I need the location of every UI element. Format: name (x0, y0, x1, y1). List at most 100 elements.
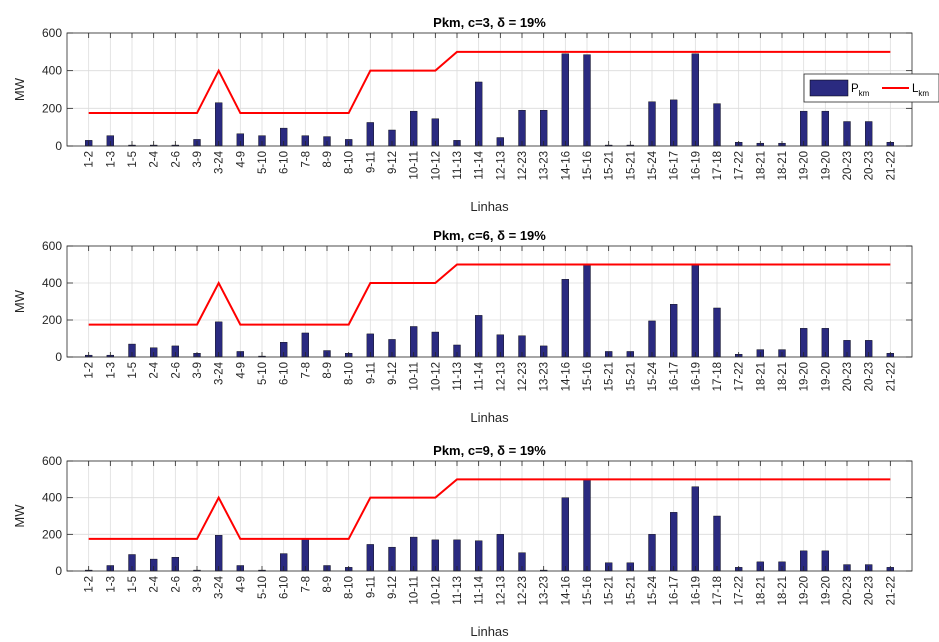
x-tick-label: 8-9 (322, 362, 334, 379)
axes-box (66, 460, 913, 572)
x-tick-label: 12-13 (495, 151, 507, 180)
x-tick-label: 11-14 (474, 575, 486, 604)
x-tick-label: 4-9 (235, 151, 247, 168)
panels: 0 200 400 600 1-2 1-3 1-5 2-4 2-6 3-9 3-24 4-9 5-10 6… (12, 15, 939, 639)
x-tick-label: 2-4 (149, 575, 161, 592)
x-tick-label: 9-11 (365, 151, 377, 173)
bar (214, 102, 223, 147)
x-tick-label: 10-11 (409, 151, 421, 180)
plot-area (67, 246, 912, 357)
x-tick-label: 16-17 (669, 151, 681, 180)
x-tick-label: 18-21 (777, 576, 789, 605)
x-tick-label: 4-9 (235, 362, 247, 379)
legend-bar-label-main: P (851, 83, 859, 95)
y-axis-label: MW (12, 504, 27, 528)
x-tick-label: 9-12 (387, 362, 399, 385)
y-axis-label: MW (12, 77, 27, 101)
bar (691, 486, 699, 572)
chart-panel-2: 0 200 400 600 1-2 1-3 1-5 2-4 2-6 3-9 3-24 4-9 5-10 6… (12, 228, 913, 425)
x-tick-label: 20-23 (864, 576, 876, 605)
x-tick-label: 5-10 (257, 576, 269, 599)
x-tick-label: 15-16 (582, 151, 594, 180)
y-tick-label: 0 (55, 139, 62, 153)
bar (691, 264, 699, 358)
x-axis-label: Linhas (470, 410, 509, 425)
x-tick-label: 10-12 (430, 362, 442, 391)
chart-panel-1: 0 200 400 600 1-2 1-3 1-5 2-4 2-6 3-9 3-24 4-9 5-10 6… (12, 15, 939, 214)
bar (410, 110, 418, 147)
bar (670, 304, 678, 358)
x-tick-label: 7-8 (300, 362, 312, 379)
axes-box (66, 245, 913, 358)
x-tick-label: 7-8 (300, 576, 312, 593)
x-tick-label: 10-11 (409, 362, 421, 391)
x-tick-label: 15-21 (604, 151, 616, 180)
legend-bar-label: Pkm (851, 83, 870, 98)
x-tick-label: 14-16 (560, 362, 572, 391)
line-series (88, 478, 891, 540)
x-tick-label: 8-10 (344, 362, 356, 385)
x-tick-label: 2-6 (170, 576, 182, 593)
bar (410, 536, 418, 572)
x-tick-label: 17-18 (712, 576, 724, 605)
bar (583, 479, 591, 572)
x-tick-label: 4-9 (235, 576, 247, 593)
tick-marks (67, 245, 912, 358)
x-tick-label: 12-23 (517, 362, 529, 391)
x-tick-label: 3-24 (214, 361, 226, 385)
x-tick-label: 20-23 (864, 151, 876, 180)
x-tick-label: 9-12 (387, 151, 399, 174)
legend: Pkm Lkm (803, 73, 939, 103)
bar (583, 264, 591, 358)
x-tick-label: 20-23 (842, 151, 854, 180)
x-tick-label: 18-21 (777, 362, 789, 391)
y-tick-label: 400 (42, 276, 62, 290)
x-tick-label: 7-8 (300, 151, 312, 168)
x-tick-label: 20-23 (842, 362, 854, 391)
x-tick-label: 5-10 (257, 362, 269, 385)
bar (561, 279, 569, 358)
x-tick-label: 17-18 (712, 151, 724, 180)
plot-area (67, 461, 912, 571)
line-series (88, 263, 891, 326)
x-tick-label: 8-9 (322, 151, 334, 168)
x-tick-label: 2-6 (170, 151, 182, 168)
x-axis-label: Linhas (470, 624, 509, 639)
y-axis-label: MW (12, 289, 27, 313)
bar (214, 535, 223, 572)
x-tick-label: 19-20 (799, 151, 811, 180)
x-tick-label: 13-23 (539, 576, 551, 605)
bar-series (84, 53, 894, 147)
x-tick-label: 15-21 (625, 576, 637, 605)
y-tick-label: 600 (42, 454, 62, 468)
x-tick-label: 1-3 (105, 151, 117, 168)
x-axis-label: Linhas (470, 199, 509, 214)
chart-title: Pkm, c=9, δ = 19% (433, 443, 546, 458)
line-series (88, 50, 891, 115)
x-tick-label: 9-11 (365, 576, 377, 598)
y-tick-label: 200 (42, 101, 62, 115)
x-tick-label: 15-24 (647, 361, 659, 391)
y-tick-label: 0 (55, 564, 62, 578)
legend-line-label: Lkm (912, 83, 929, 98)
x-tick-label: 3-9 (192, 151, 204, 168)
x-tick-label: 1-2 (84, 362, 96, 379)
x-tick-label: 8-9 (322, 576, 334, 593)
bar (648, 534, 656, 572)
bar (540, 110, 548, 147)
bar (561, 53, 569, 147)
x-tick-label: 15-21 (625, 362, 637, 391)
x-tick-label: 17-22 (734, 362, 746, 391)
x-tick-label: 3-9 (192, 362, 204, 379)
x-tick-label: 20-23 (842, 576, 854, 605)
x-tick-label: 13-23 (539, 362, 551, 391)
x-tick-label: 21-22 (885, 362, 897, 391)
x-tick-label: 2-4 (149, 150, 161, 167)
x-tick-label: 6-10 (279, 151, 291, 174)
x-tick-label: 19-20 (820, 362, 832, 391)
x-tick-label: 10-12 (430, 151, 442, 180)
x-tick-label: 10-12 (430, 576, 442, 605)
x-tick-label: 2-4 (149, 361, 161, 378)
bar (496, 534, 505, 572)
